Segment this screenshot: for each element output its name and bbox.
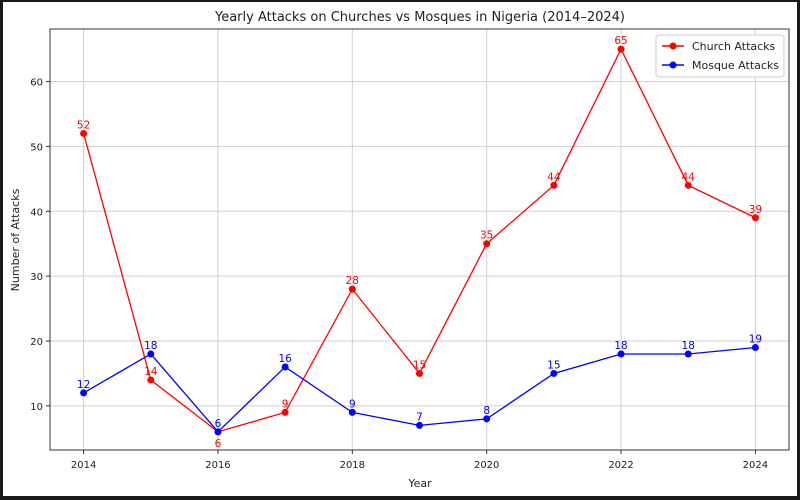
mosque-data-point (483, 415, 491, 423)
church-data-label: 44 (547, 171, 561, 183)
legend-mosque-marker (669, 61, 677, 69)
mosque-data-point (147, 350, 155, 358)
y-tick-label: 40 (30, 207, 43, 218)
x-tick-label: 2016 (205, 460, 230, 471)
y-tick-label: 60 (30, 78, 43, 89)
mosque-data-point (684, 350, 692, 358)
mosque-data-point (617, 350, 625, 358)
legend-church-label: Church Attacks (692, 40, 776, 53)
y-tick-label: 50 (30, 142, 43, 153)
church-data-point (147, 376, 155, 384)
legend: Church Attacks Mosque Attacks (655, 34, 785, 78)
mosque-data-label: 19 (749, 334, 762, 346)
mosque-data-point (348, 408, 356, 416)
mosque-data-label: 18 (682, 340, 695, 352)
y-axis-label: Number of Attacks (9, 188, 22, 291)
x-tick-label: 2022 (608, 460, 633, 471)
y-tick-label: 20 (30, 337, 43, 348)
church-data-label: 44 (682, 171, 696, 183)
grid (50, 29, 789, 450)
chart-frame (3, 2, 797, 496)
x-tick-label: 2020 (474, 460, 499, 471)
church-data-label: 14 (144, 366, 158, 378)
church-data-label: 39 (749, 204, 762, 216)
mosque-data-label: 7 (416, 411, 423, 423)
church-data-point (550, 181, 558, 189)
church-data-point (751, 214, 759, 222)
church-data-point (348, 285, 356, 293)
mosque-data-label: 18 (144, 340, 157, 352)
mosque-data-label: 12 (77, 379, 90, 391)
mosque-data-label: 16 (278, 353, 292, 365)
church-data-point (684, 181, 692, 189)
plot-area (49, 28, 790, 451)
mosque-data-point (214, 428, 222, 436)
church-data-label: 28 (346, 275, 359, 287)
mosque-data-point (751, 344, 759, 352)
mosque-data-label: 8 (483, 405, 490, 417)
mosque-data-label: 18 (614, 340, 627, 352)
church-data-label: 35 (480, 230, 493, 242)
church-data-point (281, 408, 289, 416)
church-data-label: 9 (282, 398, 289, 410)
legend-church-marker (669, 42, 677, 50)
church-data-point (617, 45, 625, 53)
church-data-label: 65 (614, 35, 627, 47)
mosque-data-label: 6 (215, 418, 222, 430)
mosque-data-label: 9 (349, 398, 356, 410)
church-data-label: 6 (215, 438, 222, 450)
x-tick-label: 2014 (71, 460, 96, 471)
axis-ticks: 2014 2016 2018 2020 2022 2024 10 20 30 40 50 60 (30, 78, 768, 471)
mosque-data-label: 15 (547, 359, 560, 371)
mosque-data-point (80, 389, 88, 397)
y-tick-label: 10 (30, 402, 43, 413)
church-data-point (80, 129, 88, 137)
legend-mosque-label: Mosque Attacks (692, 59, 779, 72)
mosque-data-point (281, 363, 289, 371)
y-tick-label: 30 (30, 272, 43, 283)
x-tick-label: 2018 (340, 460, 365, 471)
church-data-label: 15 (413, 359, 426, 371)
x-tick-label: 2024 (743, 460, 768, 471)
legend-box (655, 34, 785, 78)
mosque-data-point (550, 369, 558, 377)
church-data-label: 52 (77, 119, 90, 131)
mosque-data-point (416, 421, 423, 429)
church-data-point (483, 240, 491, 248)
series-group: 52 14 6 9 28 15 35 44 65 44 39 12 18 6 16 9 7 8 15 18 18 19 (77, 35, 762, 450)
church-data-point (416, 369, 423, 377)
x-axis-label: Year (407, 477, 432, 490)
chart-title: Yearly Attacks on Churches vs Mosques in… (214, 10, 625, 25)
